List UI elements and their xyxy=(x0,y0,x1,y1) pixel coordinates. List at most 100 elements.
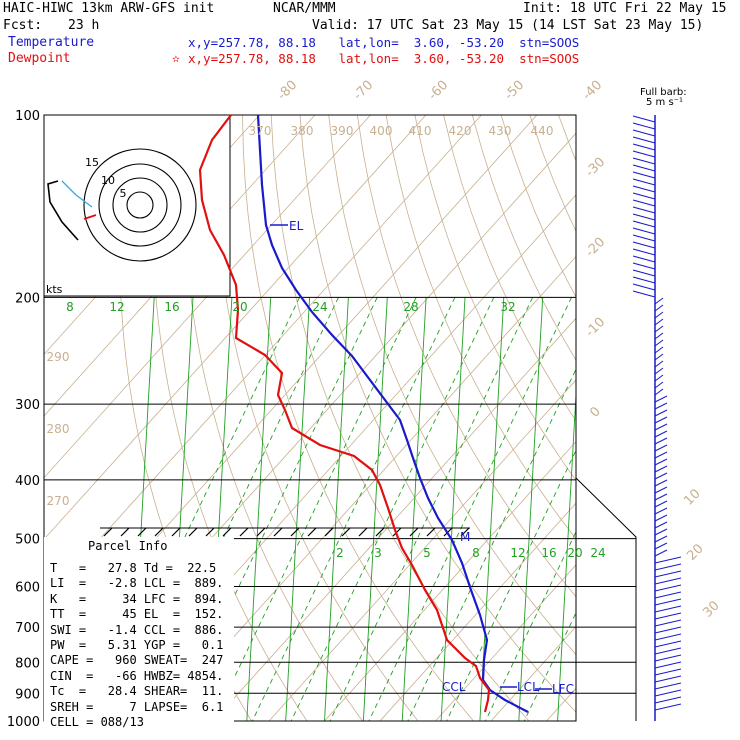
dry-adiabat-line xyxy=(414,115,576,481)
wind-barb xyxy=(654,374,664,382)
wind-barb xyxy=(654,486,668,494)
isotherm-label: -80 xyxy=(275,78,301,104)
isotherm-label: 20 xyxy=(684,541,706,563)
wind-barb xyxy=(654,577,682,585)
moist-adiabat-line xyxy=(557,386,576,721)
dry-adiabat-line xyxy=(558,115,576,162)
theta-label: 410 xyxy=(409,124,432,138)
isotherm-line xyxy=(324,440,576,721)
pressure-tick-label: 800 xyxy=(15,656,40,671)
wind-barb xyxy=(654,528,668,536)
wind-barb xyxy=(654,458,668,466)
isotherm-line xyxy=(157,255,576,721)
wind-barb xyxy=(632,150,656,158)
isotherm-line xyxy=(379,502,576,721)
moist-adiabat-line xyxy=(440,297,466,721)
wind-barb xyxy=(654,514,668,522)
parcel-row: CELL = 088/13 xyxy=(50,715,144,729)
mixing-ratio-line xyxy=(446,449,576,721)
mixing-ratio-label: 8 xyxy=(472,546,480,560)
wind-barb xyxy=(654,381,664,389)
parcel-row: CAPE = 960 SWEAT= 247 xyxy=(50,653,224,668)
dry-adiabat-line xyxy=(471,115,576,361)
lfc-hatch-tick xyxy=(171,527,181,537)
parcel-info-panel: Parcel Info T = 27.8 Td = 22.5 LI = -2.8… xyxy=(44,537,234,729)
mixing-ratio-label: 12 xyxy=(109,300,124,314)
wind-barb xyxy=(654,493,668,501)
ccl-label: CCL xyxy=(442,680,466,694)
isotherm-label: -20 xyxy=(583,235,609,261)
wind-barb xyxy=(654,360,664,368)
parcel-row: Tc = 28.4 SHEAR= 11. xyxy=(50,684,224,699)
lfc-hatch-tick xyxy=(375,527,385,537)
wind-barb xyxy=(654,556,682,564)
theta-label: 430 xyxy=(489,124,512,138)
parcel-row: CIN = -66 HWBZ= 4854. xyxy=(50,668,224,683)
mixing-ratio-label: 24 xyxy=(590,546,605,560)
wind-barb xyxy=(654,388,664,396)
lfc-hatch-tick xyxy=(256,527,266,537)
wind-barb xyxy=(654,640,682,648)
isotherm-label: -60 xyxy=(426,78,452,104)
wind-barb xyxy=(654,451,668,459)
isotherm-line xyxy=(44,115,482,602)
parcel-row: T = 27.8 Td = 22.5 xyxy=(50,561,217,575)
lfc-hatch-tick xyxy=(392,527,402,537)
lfc-hatch-tick xyxy=(273,527,283,537)
parcel-row: K = 34 LFC = 894. xyxy=(50,591,224,606)
pressure-tick-label: 100 xyxy=(15,109,40,124)
dry-adiabat-line xyxy=(529,115,576,232)
hodograph-box xyxy=(43,114,231,297)
wind-barb xyxy=(654,598,682,606)
mixing-ratio-label: 16 xyxy=(541,546,556,560)
wind-barb xyxy=(632,185,656,193)
wind-barb xyxy=(654,549,668,557)
theta-label: 390 xyxy=(331,124,354,138)
dewpoint-legend: Dewpoint xyxy=(8,51,71,66)
hodograph-trace-lower xyxy=(61,180,93,208)
dry-adiabat-line xyxy=(587,115,740,721)
parcel-row: TT = 45 EL = 152. xyxy=(50,607,224,622)
wind-key-label: Full barb: xyxy=(640,87,687,98)
pressure-tick-label: 400 xyxy=(15,474,40,489)
theta-label: 290 xyxy=(47,350,70,364)
lfc-hatch-tick xyxy=(307,527,317,537)
theta-label: 380 xyxy=(291,124,314,138)
mixing-ratio-line xyxy=(407,368,576,721)
isotherm-label: -40 xyxy=(580,78,606,104)
wind-barb xyxy=(654,542,668,550)
wind-barb xyxy=(632,136,656,144)
lfc-hatch-tick xyxy=(324,527,334,537)
lfc-hatch-tick xyxy=(103,527,113,537)
wind-barb xyxy=(654,570,682,578)
lfc-hatch-tick xyxy=(120,527,130,537)
isotherm-label: 0 xyxy=(587,404,603,420)
temperature-profile xyxy=(256,114,529,713)
moist-adiabat-line xyxy=(362,297,388,721)
dry-adiabat-line xyxy=(242,115,474,721)
parcel-info-title: Parcel Info xyxy=(88,539,168,553)
wind-barb xyxy=(632,290,656,298)
wind-barb xyxy=(654,675,682,683)
mixing-ratio-line xyxy=(251,297,456,721)
mixing-ratio-label: 5 xyxy=(423,546,431,560)
wind-barb xyxy=(632,220,656,228)
dewpoint-profile xyxy=(198,114,491,713)
isotherm-line xyxy=(658,115,740,721)
chart-header: HAIC-HIWC 13km ARW-GFS init NCAR/MMM Ini… xyxy=(0,0,740,70)
mixing-ratio-line xyxy=(329,297,534,721)
wind-barb xyxy=(632,206,656,214)
wind-barb xyxy=(654,612,682,620)
wind-barb xyxy=(654,696,682,704)
temperature-legend: Temperature xyxy=(8,35,95,50)
dewpoint-marker: ✫ xyxy=(172,51,180,66)
lfc-label: LFC xyxy=(552,682,574,696)
mixing-ratio-line xyxy=(290,297,495,721)
wind-barb xyxy=(632,192,656,200)
wind-barb xyxy=(632,213,656,221)
wind-barb xyxy=(654,297,664,305)
wind-barb xyxy=(654,689,682,697)
isotherm-line xyxy=(435,564,576,721)
dry-adiabat-line xyxy=(182,115,363,721)
isotherm-label: 10 xyxy=(681,486,703,508)
